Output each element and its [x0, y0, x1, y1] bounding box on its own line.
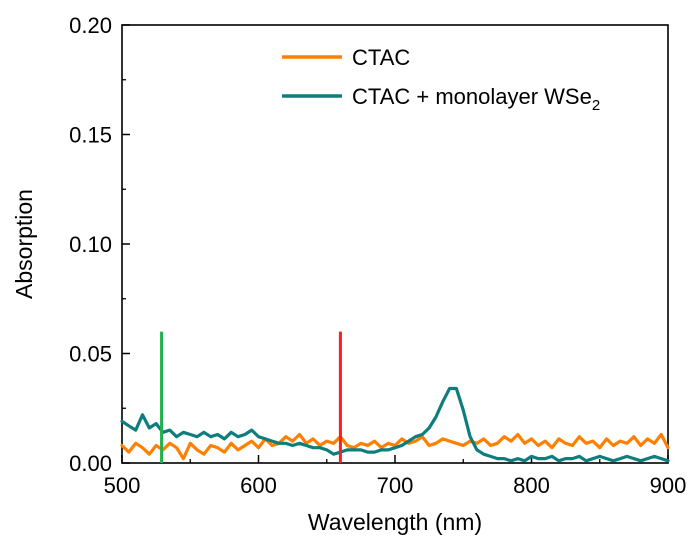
y-tick-label: 0.05 [69, 342, 112, 367]
x-axis-title: Wavelength (nm) [308, 509, 482, 535]
y-axis-title: Absorption [11, 189, 37, 299]
x-tick-label: 800 [513, 473, 550, 498]
legend-label-main: CTAC + monolayer WSe [352, 84, 592, 109]
legend-label-ctac-wse2: CTAC + monolayer WSe2 [352, 84, 600, 114]
series-line-0 [120, 432, 670, 461]
legend-label-ctac: CTAC [352, 45, 410, 70]
y-tick-label: 0.00 [69, 451, 112, 476]
series-layer [120, 386, 670, 463]
x-tick-label: 700 [377, 473, 414, 498]
marker-lines [160, 331, 342, 463]
tick-labels: 500 600 700 800 900 0.00 0.05 0.10 0.15 0.20 [69, 13, 686, 498]
series-line-1 [120, 386, 670, 463]
legend-label-subscript: 2 [592, 97, 600, 114]
x-tick-label: 500 [104, 473, 141, 498]
legend: CTAC CTAC + monolayer WSe2 [282, 45, 600, 114]
y-tick-label: 0.15 [69, 123, 112, 148]
axis-ticks [121, 24, 669, 464]
x-tick-label: 600 [240, 473, 277, 498]
y-tick-label: 0.20 [69, 13, 112, 38]
x-tick-label: 900 [650, 473, 687, 498]
y-tick-label: 0.10 [69, 232, 112, 257]
